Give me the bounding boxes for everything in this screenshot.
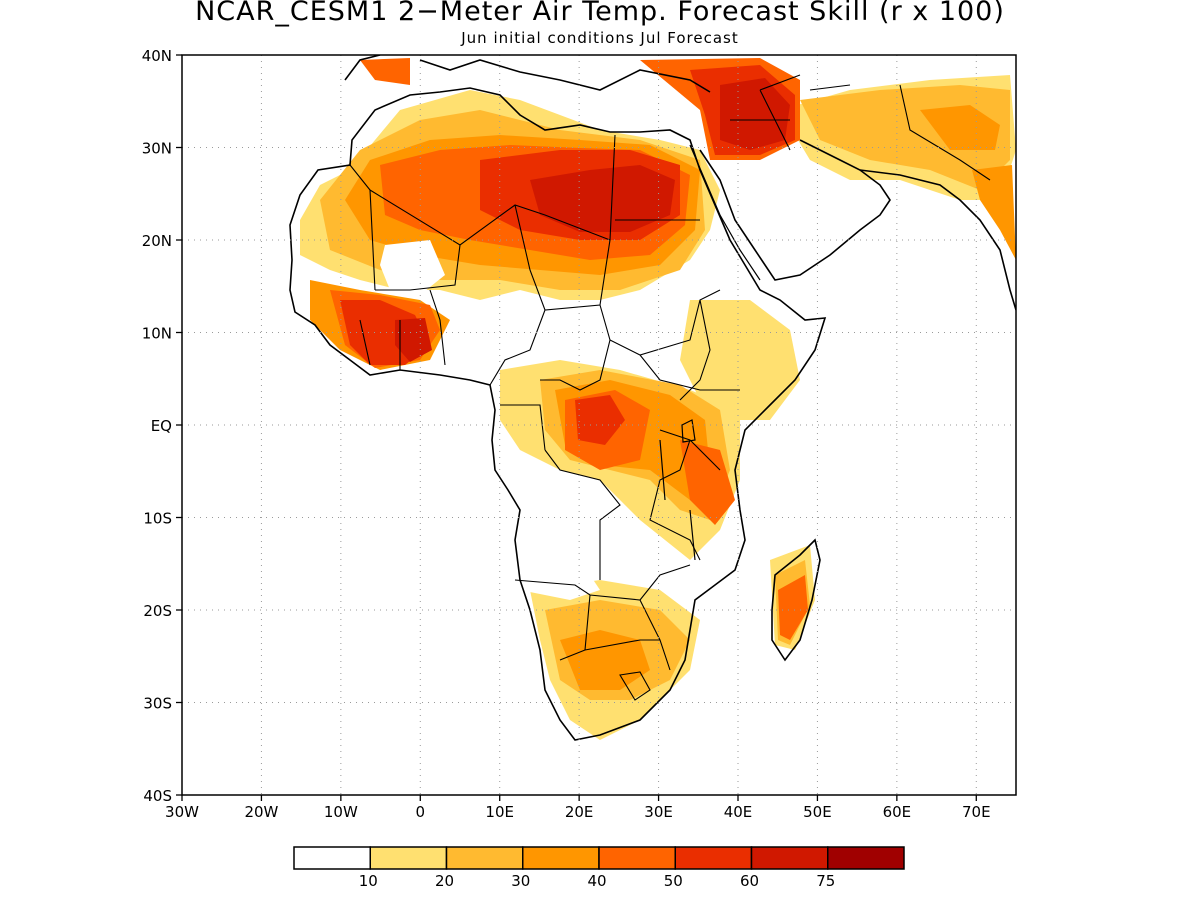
legend-swatch: [522, 846, 600, 870]
asia-coastline: [859, 169, 1016, 311]
coastlines: [289, 55, 1016, 741]
lat-label: 30N: [142, 140, 172, 158]
legend-swatch: [674, 846, 753, 870]
legend-label: 75: [816, 872, 835, 890]
color-legend: 10 20 30 40 50 60 75: [293, 846, 905, 890]
europe-coastline: [344, 55, 711, 93]
shade-level-6: [395, 318, 432, 362]
lat-label: 40S: [143, 787, 172, 805]
legend-label: 10: [359, 872, 378, 890]
shade-level-4: [680, 440, 735, 525]
map-title: NCAR_CESM1 2−Meter Air Temp. Forecast Sk…: [195, 0, 1005, 27]
legend-label: 60: [740, 872, 759, 890]
lon-label: 20E: [565, 803, 594, 821]
lon-label: 30W: [165, 803, 199, 821]
legend-swatch: [445, 846, 524, 870]
shade-none: [730, 175, 830, 260]
lat-label: 30S: [143, 695, 172, 713]
map-subtitle: Jun initial conditions Jul Forecast: [461, 29, 739, 47]
legend-swatch: [598, 846, 676, 870]
lon-label: 30E: [644, 803, 673, 821]
lon-label: 40E: [724, 803, 753, 821]
legend-swatch: [750, 846, 829, 870]
legend-label: 40: [587, 872, 606, 890]
lon-label: 50E: [803, 803, 832, 821]
shade-level-3: [972, 165, 1016, 260]
shade-none: [515, 560, 600, 600]
lon-label: 60E: [883, 803, 912, 821]
lat-label: EQ: [151, 417, 172, 435]
shade-none: [380, 240, 445, 295]
madagascar-coastline: [771, 538, 821, 662]
legend-label: 50: [664, 872, 683, 890]
lat-label: 40N: [142, 47, 172, 65]
africa-coastline: [289, 87, 827, 741]
shade-level-3: [920, 105, 1000, 150]
legend-swatch: [369, 846, 448, 870]
legend-swatch: [827, 846, 905, 870]
lat-label: 10N: [142, 325, 172, 343]
shade-level-3: [560, 630, 650, 690]
shade-level-4: [360, 58, 410, 85]
shade-level-5: [575, 395, 625, 445]
arabia-coastline: [699, 139, 891, 281]
longitude-labels: 30W 20W 10W 0 10E 20E 30E 40E 50E 60E 70E: [165, 803, 991, 821]
red-sea-coast: [689, 144, 761, 281]
lon-label: 10E: [485, 803, 514, 821]
grid-lines: [182, 55, 1016, 795]
legend-label: 30: [511, 872, 530, 890]
lon-label: 0: [416, 803, 426, 821]
axis-ticks: [176, 54, 977, 801]
legend-label: 20: [435, 872, 454, 890]
shade-level-4: [778, 575, 808, 640]
legend-swatch: [293, 846, 371, 870]
shade-level-6: [530, 165, 675, 232]
lon-label: 20W: [244, 803, 278, 821]
lat-label: 10S: [143, 510, 172, 528]
lon-label: 10W: [324, 803, 358, 821]
shade-level-6: [720, 78, 790, 150]
skill-shading: [300, 58, 1016, 740]
lat-label: 20N: [142, 232, 172, 250]
lon-label: 70E: [962, 803, 991, 821]
latitude-labels: 40N 30N 20N 10N EQ 10S 20S 30S 40S: [142, 47, 172, 805]
lat-label: 20S: [143, 602, 172, 620]
lakes: [659, 419, 696, 561]
country-borders: [349, 74, 991, 701]
